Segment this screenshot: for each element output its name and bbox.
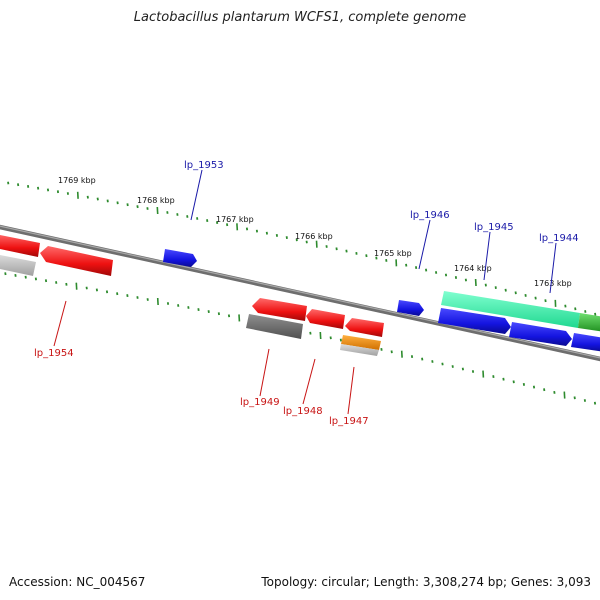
gene-green-segment[interactable] bbox=[578, 313, 600, 332]
leader-lp_1948 bbox=[302, 358, 316, 405]
leader-lp_1945 bbox=[483, 231, 491, 281]
gene-lp_1944-a[interactable] bbox=[438, 308, 511, 334]
leader-lp_1946 bbox=[418, 219, 431, 270]
outer-scale-tick bbox=[136, 205, 139, 209]
gene-label-lp_1946[interactable]: lp_1946 bbox=[410, 210, 450, 221]
leader-lp_1949 bbox=[259, 348, 270, 397]
scale-label-1764: 1764 kbp bbox=[454, 264, 492, 273]
gene-lp_1944-c[interactable] bbox=[571, 333, 600, 352]
leader-lp_1953 bbox=[190, 169, 203, 221]
gene-lp_1946[interactable] bbox=[397, 300, 424, 316]
accession-text: Accession: NC_004567 bbox=[9, 575, 146, 589]
map-title: Lactobacillus plantarum WCFS1, complete … bbox=[133, 10, 467, 25]
gene-lp_1947-pseudo[interactable] bbox=[340, 344, 379, 356]
gene-label-lp_1948[interactable]: lp_1948 bbox=[283, 406, 323, 417]
gene-lp_1953[interactable] bbox=[163, 249, 197, 267]
gene-red-left-a[interactable] bbox=[0, 234, 40, 257]
gene-label-lp_1953[interactable]: lp_1953 bbox=[184, 160, 224, 171]
gene-label-lp_1954[interactable]: lp_1954 bbox=[34, 348, 74, 359]
gene-lp_1947-orange[interactable] bbox=[341, 335, 381, 350]
gene-label-lp_1949[interactable]: lp_1949 bbox=[240, 397, 280, 408]
leader-lp_1954 bbox=[53, 300, 67, 347]
gene-pseudo-left[interactable] bbox=[0, 254, 36, 276]
gene-label-lp_1945[interactable]: lp_1945 bbox=[474, 222, 514, 233]
scale-label-1763: 1763 kbp bbox=[534, 279, 572, 288]
outer-scale-tick bbox=[96, 197, 99, 201]
gene-label-lp_1947[interactable]: lp_1947 bbox=[329, 416, 369, 427]
gene-lp_1954[interactable] bbox=[40, 246, 113, 276]
gene-lp_1944-b[interactable] bbox=[509, 322, 572, 346]
scale-label-1768: 1768 kbp bbox=[137, 196, 175, 205]
scale-label-1767: 1767 kbp bbox=[216, 215, 254, 224]
gene-lp_1947[interactable] bbox=[345, 318, 384, 337]
gene-lp_1949-pseudo[interactable] bbox=[246, 314, 303, 339]
leader-lp_1944 bbox=[549, 242, 557, 294]
gene-lp_1949[interactable] bbox=[252, 298, 307, 321]
outer-scale-ticks bbox=[7, 181, 597, 316]
gene-label-lp_1944[interactable]: lp_1944 bbox=[539, 233, 579, 244]
topology-text: Topology: circular; Length: 3,308,274 bp… bbox=[261, 575, 591, 589]
scale-label-1765: 1765 kbp bbox=[374, 249, 412, 258]
leader-lp_1947 bbox=[347, 366, 355, 415]
scale-label-1766: 1766 kbp bbox=[295, 232, 333, 241]
scale-label-1769: 1769 kbp bbox=[58, 176, 96, 185]
gene-lp_1945-rna[interactable] bbox=[441, 291, 580, 328]
gene-lp_1948[interactable] bbox=[306, 309, 345, 329]
